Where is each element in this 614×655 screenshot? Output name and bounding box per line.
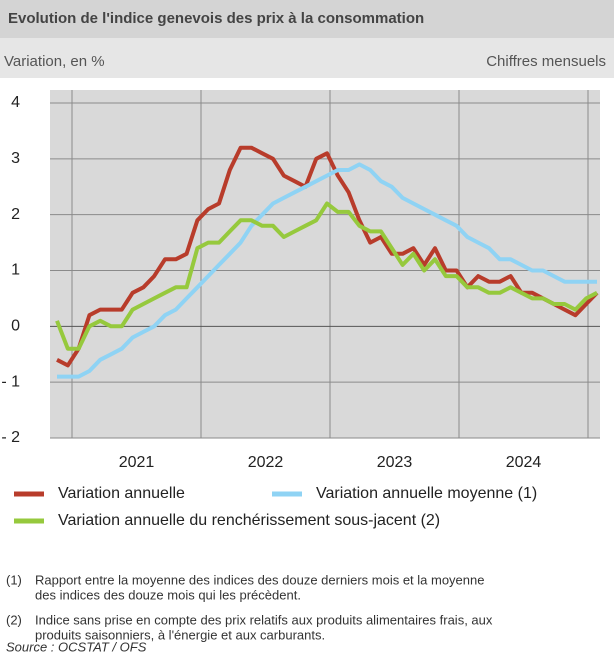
note-marker: (1): [6, 572, 22, 587]
subheader-band: [0, 38, 614, 78]
note-text: produits saisonniers, à l'énergie et aux…: [35, 627, 325, 642]
plot-area: [50, 90, 600, 438]
legend-label: Variation annuelle du renchérissement so…: [58, 512, 440, 529]
y-tick-label: 3: [11, 150, 20, 167]
x-group-label: 2023: [377, 454, 413, 471]
y-tick-label: 1: [11, 262, 20, 279]
x-group-label: 2021: [119, 454, 155, 471]
x-group-label: 2024: [506, 454, 542, 471]
note-text: des indices des douze mois qui les précè…: [35, 587, 301, 602]
note-marker: (2): [6, 612, 22, 627]
source: Source : OCSTAT / OFS: [6, 639, 147, 654]
subtitle: Variation, en %: [4, 53, 105, 70]
series-line: [55, 201, 598, 351]
y-tick-label: 0: [11, 318, 20, 335]
y-tick-label: 4: [11, 94, 20, 111]
y-tick-label: 2: [11, 206, 20, 223]
legend-label: Variation annuelle: [58, 485, 185, 502]
chart-title: Evolution de l'indice genevois des prix …: [8, 10, 424, 27]
y-tick-label: - 2: [1, 429, 20, 446]
series-line: [56, 145, 599, 368]
series-line: [57, 162, 597, 379]
x-group-label: 2022: [248, 454, 284, 471]
note-text: Indice sans prise en compte des prix rel…: [35, 612, 493, 627]
note-text: Rapport entre la moyenne des indices des…: [35, 572, 484, 587]
legend-label: Variation annuelle moyenne (1): [316, 485, 537, 502]
y-tick-label: - 1: [1, 373, 20, 390]
subtitle-right: Chiffres mensuels: [486, 53, 606, 70]
header-band: [0, 0, 614, 38]
